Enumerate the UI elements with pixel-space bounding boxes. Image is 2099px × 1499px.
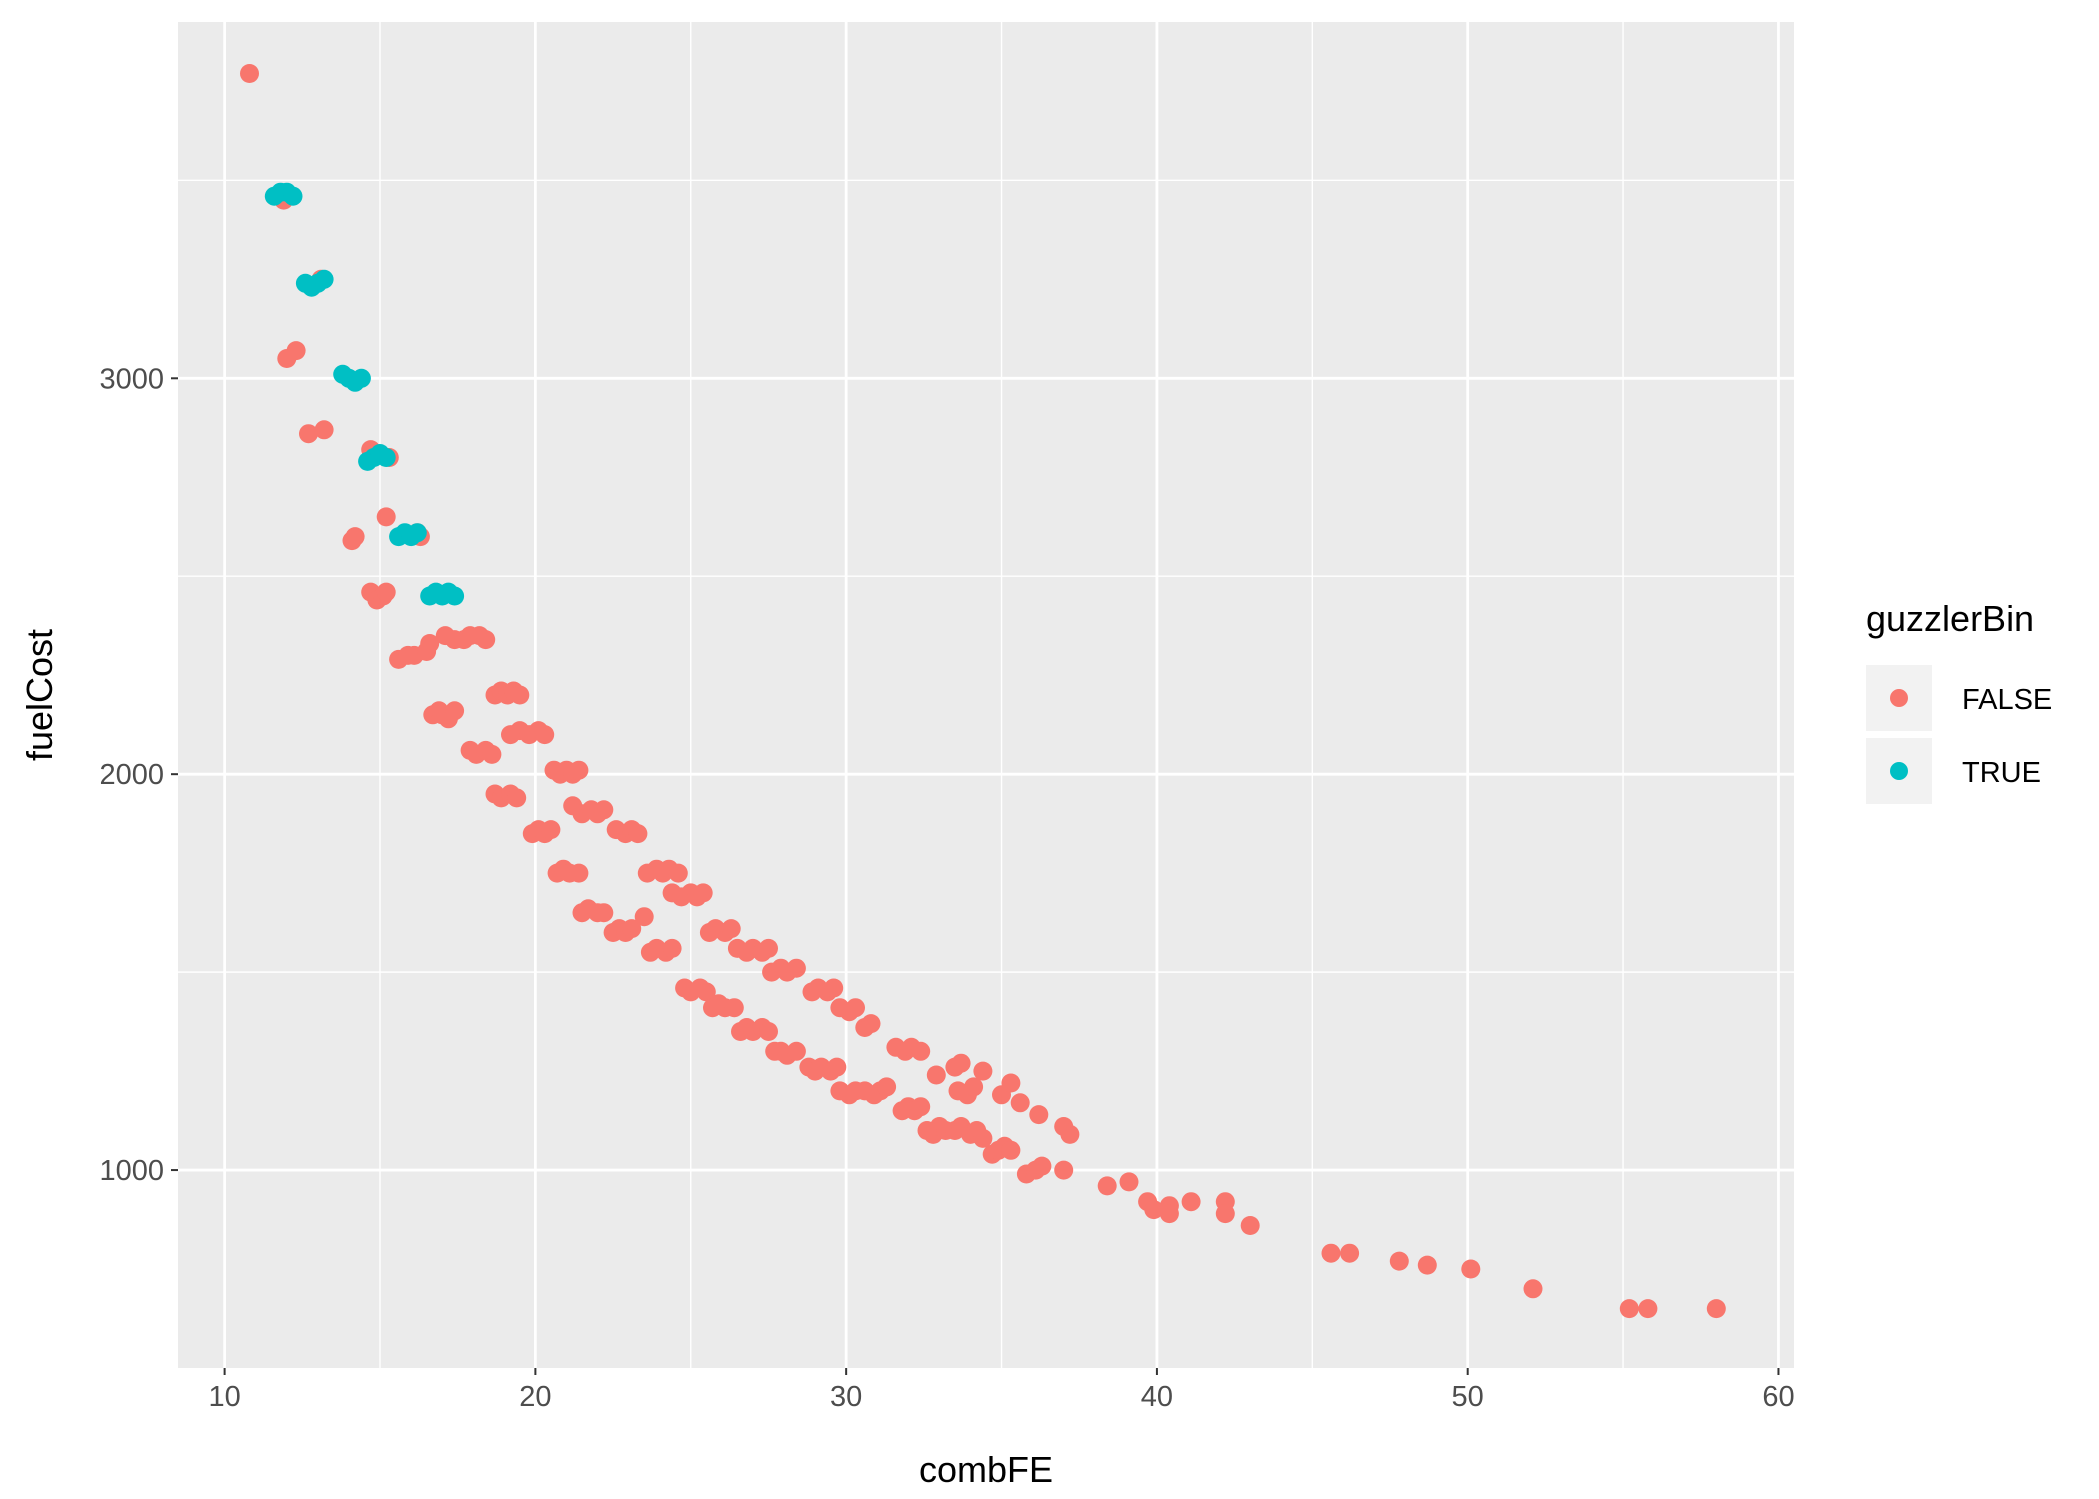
- data-point-false: [1240, 1216, 1260, 1235]
- legend-label-true: TRUE: [1962, 757, 2041, 789]
- x-tick-label: 50: [1452, 1381, 1484, 1413]
- data-point-false: [628, 824, 648, 844]
- data-point-true: [314, 269, 334, 289]
- data-point-false: [1461, 1259, 1481, 1279]
- data-point-false: [724, 998, 744, 1018]
- y-tick-label: 3000: [99, 363, 164, 395]
- legend-marker-false: [1890, 689, 1908, 707]
- data-point-false: [824, 978, 844, 998]
- grid-major: [178, 22, 1794, 1368]
- x-tick-label: 40: [1141, 1381, 1173, 1413]
- data-point-false: [1144, 1200, 1164, 1220]
- data-point-false: [668, 863, 688, 883]
- data-point-false: [1054, 1160, 1074, 1180]
- data-point-false: [1706, 1299, 1726, 1319]
- x-axis: 10 20 30 40 50 60: [208, 1368, 1795, 1413]
- legend-title: guzzlerBin: [1866, 598, 2034, 639]
- data-point-false: [634, 907, 654, 927]
- data-point-false: [846, 998, 865, 1018]
- data-point-false: [1010, 1093, 1030, 1113]
- data-point-false: [569, 863, 589, 883]
- panel-background: [178, 22, 1794, 1368]
- data-point-false: [345, 527, 365, 547]
- data-point-false: [786, 1041, 806, 1061]
- data-point-false: [541, 820, 561, 840]
- data-point-false: [951, 1053, 971, 1073]
- data-point-false: [314, 420, 334, 440]
- data-point-false: [286, 341, 306, 361]
- data-point-false: [482, 744, 502, 764]
- data-point-false: [973, 1128, 993, 1148]
- data-point-false: [1181, 1192, 1201, 1212]
- data-points: [240, 64, 1726, 1319]
- legend: guzzlerBin FALSE TRUE: [1866, 598, 2052, 804]
- legend-label-false: FALSE: [1962, 684, 2052, 716]
- data-point-false: [696, 982, 716, 1002]
- data-point-false: [662, 938, 682, 958]
- data-point-false: [594, 903, 614, 923]
- data-point-true: [283, 186, 303, 206]
- data-point-false: [1619, 1299, 1639, 1319]
- data-point-false: [445, 701, 465, 721]
- data-point-false: [420, 634, 440, 653]
- data-point-false: [926, 1065, 946, 1085]
- data-point-false: [1638, 1299, 1658, 1319]
- grid-minor: [178, 22, 1794, 1368]
- data-point-false: [973, 1061, 993, 1081]
- data-point-false: [693, 883, 713, 903]
- data-point-false: [786, 958, 806, 978]
- data-point-false: [759, 1022, 778, 1041]
- data-point-false: [1340, 1243, 1360, 1263]
- y-tick-label: 1000: [99, 1155, 164, 1187]
- data-point-false: [861, 1014, 881, 1034]
- data-point-false: [1321, 1243, 1341, 1263]
- data-point-false: [1029, 1105, 1049, 1125]
- data-point-false: [721, 919, 741, 939]
- data-point-false: [1097, 1176, 1117, 1196]
- data-point-true: [445, 586, 465, 606]
- data-point-false: [622, 919, 642, 939]
- data-point-false: [240, 64, 259, 83]
- data-point-false: [911, 1041, 931, 1061]
- x-tick-label: 30: [830, 1381, 862, 1413]
- data-point-false: [1060, 1124, 1080, 1144]
- data-point-true: [351, 368, 371, 388]
- data-point-false: [507, 788, 527, 808]
- data-point-true: [407, 523, 427, 543]
- data-point-false: [1523, 1279, 1543, 1299]
- data-point-false: [1417, 1255, 1437, 1275]
- data-point-false: [376, 507, 396, 527]
- data-point-false: [1001, 1140, 1021, 1160]
- x-tick-label: 10: [208, 1381, 240, 1413]
- x-tick-label: 60: [1762, 1381, 1794, 1413]
- data-point-false: [1215, 1204, 1235, 1224]
- data-point-false: [376, 582, 396, 602]
- data-point-false: [510, 685, 530, 705]
- x-tick-label: 20: [519, 1381, 551, 1413]
- data-point-false: [1159, 1204, 1179, 1224]
- data-point-false: [476, 630, 496, 650]
- data-point-false: [594, 800, 614, 820]
- y-axis-title: fuelCost: [19, 629, 60, 761]
- y-tick-label: 2000: [99, 759, 164, 791]
- data-point-false: [759, 938, 778, 958]
- data-point-false: [964, 1077, 984, 1097]
- data-point-false: [299, 424, 318, 444]
- data-point-false: [569, 760, 589, 780]
- legend-marker-true: [1890, 762, 1908, 780]
- data-point-false: [1119, 1172, 1139, 1192]
- data-point-false: [1001, 1073, 1021, 1093]
- y-axis: 1000 2000 3000: [99, 363, 178, 1187]
- data-point-false: [911, 1097, 931, 1117]
- data-point-false: [1389, 1251, 1409, 1271]
- data-point-false: [535, 725, 555, 745]
- data-point-true: [376, 448, 396, 467]
- data-point-false: [1032, 1156, 1052, 1176]
- data-point-false: [877, 1077, 897, 1097]
- data-point-false: [827, 1057, 847, 1077]
- x-axis-title: combFE: [919, 1449, 1053, 1490]
